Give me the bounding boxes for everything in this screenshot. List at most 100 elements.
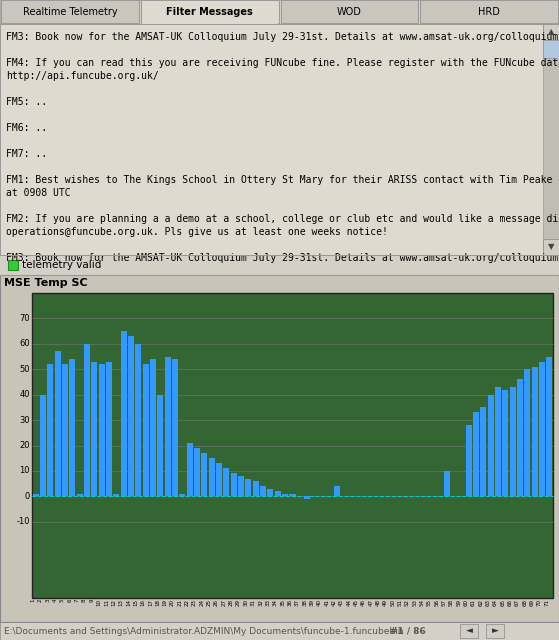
Text: 50: 50 [20, 365, 30, 374]
Text: 39: 39 [310, 599, 315, 606]
Text: E:\Documents and Settings\Administrator.ADZMIN\My Documents\funcube-1.funcubebin: E:\Documents and Settings\Administrator.… [4, 627, 404, 636]
Text: FM2: If you are planning a a demo at a school, college or club etc and would lik: FM2: If you are planning a a demo at a s… [6, 214, 559, 224]
Text: Filter Messages: Filter Messages [166, 7, 253, 17]
Bar [172, 359, 178, 497]
Text: 52: 52 [405, 599, 410, 606]
Text: 6: 6 [67, 599, 72, 602]
Text: FM5: ..: FM5: .. [6, 97, 47, 107]
Bar [55, 351, 61, 497]
Bar [460, 624, 478, 638]
Text: 40: 40 [20, 390, 30, 399]
Text: 30: 30 [20, 415, 30, 424]
Text: telemetry valid: telemetry valid [22, 260, 101, 270]
Text: 20: 20 [170, 599, 175, 606]
Bar [546, 356, 552, 497]
Bar [113, 494, 120, 497]
Text: 32: 32 [258, 599, 263, 606]
Text: 61: 61 [471, 599, 476, 606]
Text: 21: 21 [177, 599, 182, 606]
Text: 35: 35 [280, 599, 285, 606]
Text: 31: 31 [251, 599, 256, 606]
Text: 38: 38 [302, 599, 307, 606]
Bar [201, 453, 207, 497]
Text: 18: 18 [155, 599, 160, 606]
Text: 50: 50 [390, 599, 395, 606]
Bar [253, 481, 259, 497]
Text: 12: 12 [111, 599, 116, 606]
Text: 64: 64 [493, 599, 498, 606]
Bar [62, 364, 68, 497]
Bar [231, 474, 237, 497]
Bar [158, 395, 163, 497]
Bar [473, 412, 479, 497]
Text: FM1: Best wishes to The Kings School in Ottery St Mary for their ARISS contact w: FM1: Best wishes to The Kings School in … [6, 175, 559, 185]
Text: 34: 34 [273, 599, 278, 606]
Bar [532, 367, 538, 497]
Bar [69, 359, 75, 497]
Bar [1, 0, 139, 23]
Bar [260, 486, 266, 497]
Text: Realtime Telemetry: Realtime Telemetry [22, 7, 117, 17]
Text: 70: 70 [20, 314, 30, 323]
Bar [543, 40, 559, 58]
Text: 15: 15 [134, 599, 139, 606]
Text: 0: 0 [25, 492, 30, 501]
Text: 69: 69 [530, 599, 534, 606]
Text: 53: 53 [412, 599, 417, 606]
Bar [32, 293, 553, 598]
Text: 23: 23 [192, 599, 197, 606]
Bar [524, 369, 530, 497]
Text: ◄: ◄ [466, 627, 472, 636]
Bar [128, 336, 134, 497]
Bar [275, 492, 281, 497]
Text: 4: 4 [53, 599, 58, 602]
Bar [495, 387, 501, 497]
Bar [0, 255, 559, 275]
Bar [510, 387, 515, 497]
Text: 30: 30 [244, 599, 248, 606]
Text: 40: 40 [317, 599, 322, 606]
Text: 59: 59 [456, 599, 461, 606]
Bar [0, 24, 559, 255]
Bar [282, 494, 288, 497]
Text: HRD: HRD [478, 7, 500, 17]
Text: FM3: Book now for the AMSAT-UK Colloquium July 29-31st. Details at www.amsat-uk.: FM3: Book now for the AMSAT-UK Colloquiu… [6, 32, 558, 42]
Bar [91, 362, 97, 497]
Text: 11: 11 [104, 599, 109, 606]
Text: 29: 29 [236, 599, 241, 606]
Text: 43: 43 [339, 599, 344, 606]
Bar [8, 260, 18, 270]
Text: 1: 1 [31, 599, 36, 602]
Text: 55: 55 [427, 599, 432, 606]
Bar [503, 390, 508, 497]
Bar [99, 364, 105, 497]
Bar [143, 364, 149, 497]
Text: 44: 44 [346, 599, 351, 606]
Text: 25: 25 [207, 599, 212, 606]
Bar [334, 486, 339, 497]
Text: 54: 54 [420, 599, 425, 606]
Bar [304, 497, 310, 499]
Text: 19: 19 [163, 599, 168, 606]
Text: 9: 9 [89, 599, 94, 602]
Bar [543, 24, 559, 40]
Text: at 0908 UTC: at 0908 UTC [6, 188, 70, 198]
Text: 17: 17 [148, 599, 153, 606]
Bar [32, 494, 39, 497]
Bar [466, 425, 472, 497]
Text: 10: 10 [97, 599, 102, 606]
Bar [142, 22, 277, 24]
Text: 13: 13 [119, 599, 124, 606]
Text: FM7: ..: FM7: .. [6, 149, 47, 159]
Text: 2: 2 [38, 599, 43, 602]
Text: operations@funcube.org.uk. Pls give us at least one weeks notice!: operations@funcube.org.uk. Pls give us a… [6, 227, 388, 237]
Bar [216, 463, 222, 497]
Text: 20: 20 [20, 441, 30, 450]
Text: 26: 26 [214, 599, 219, 606]
Text: 60: 60 [20, 339, 30, 348]
Bar [135, 344, 141, 497]
Text: 66: 66 [508, 599, 513, 606]
Bar [121, 331, 127, 497]
Text: 49: 49 [383, 599, 388, 606]
Text: ▲: ▲ [548, 28, 555, 36]
